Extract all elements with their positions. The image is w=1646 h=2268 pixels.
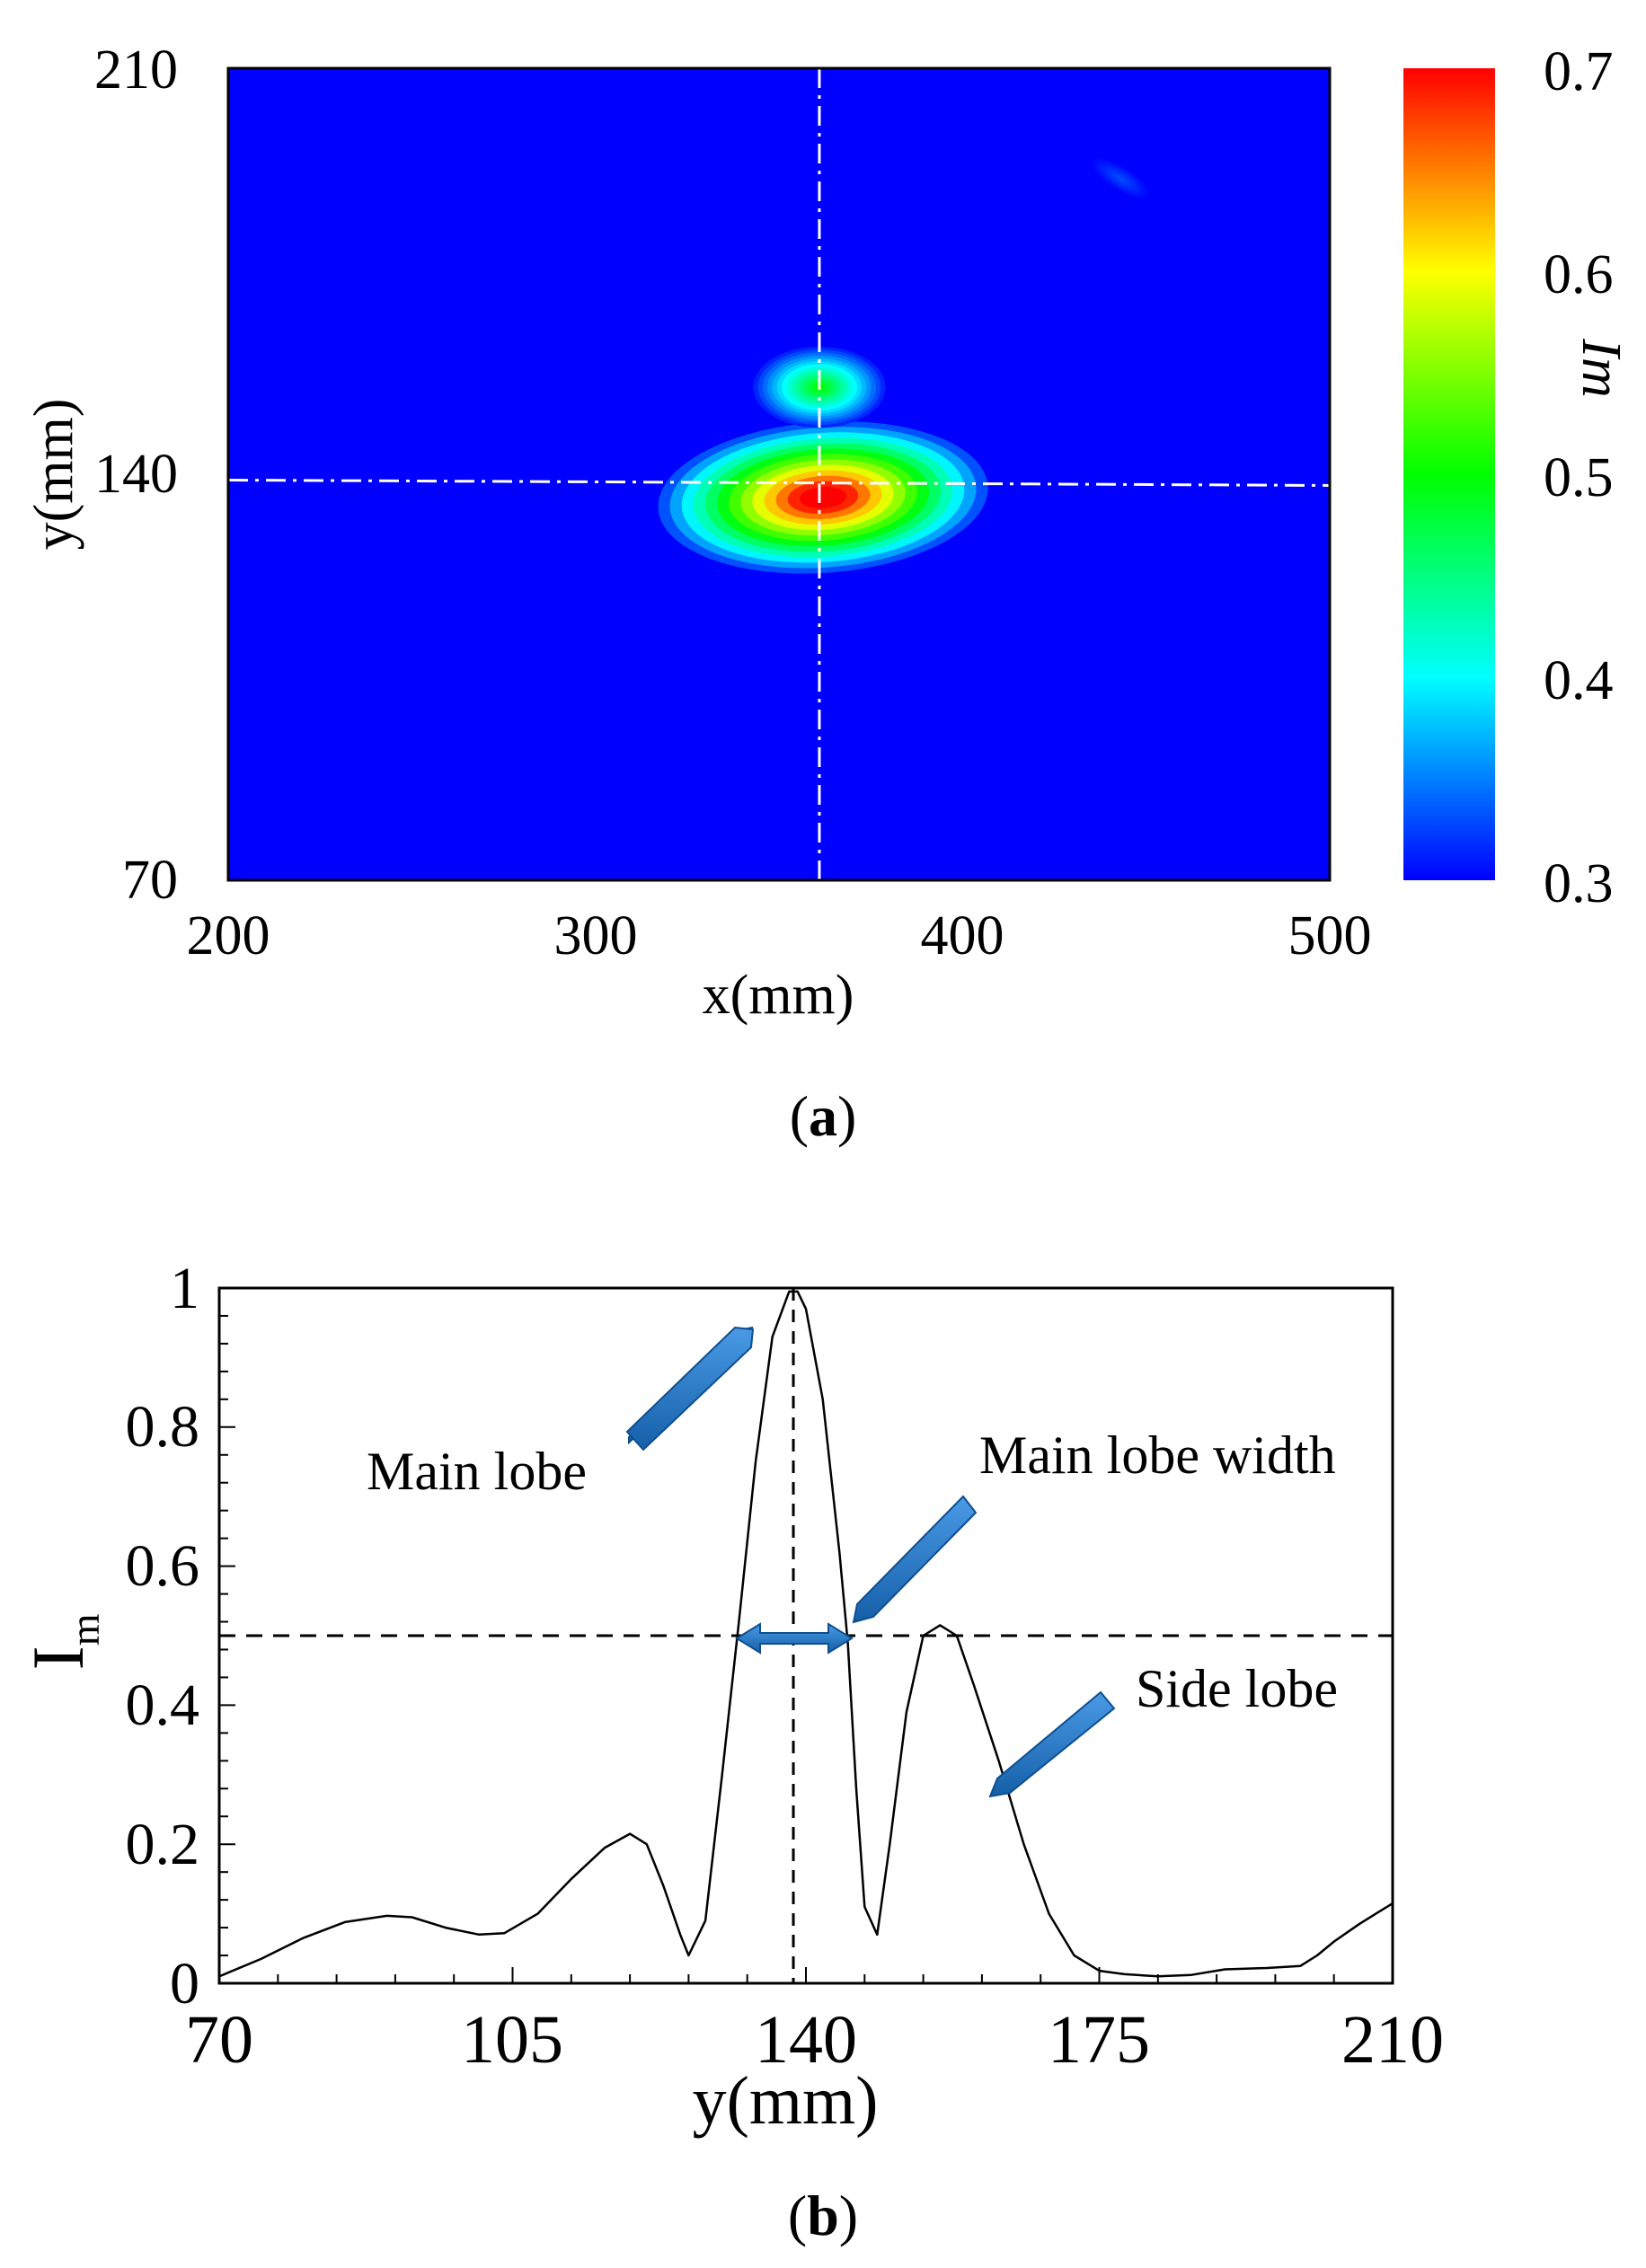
minor-ticks (218, 1287, 1394, 1984)
x-tick-label-a: 200 (187, 905, 270, 966)
colorbar-tick-label: 0.5 (1544, 447, 1614, 508)
main-lobe-arrow-body (625, 1326, 755, 1452)
y-tick-label-b: 0.4 (126, 1672, 200, 1738)
crosshair-horizontal (227, 478, 1331, 487)
colorbar-tick-label: 0.6 (1544, 244, 1614, 305)
side-lobe-arrow (988, 1690, 1116, 1798)
y-tick-label-a: 210 (94, 40, 178, 101)
colorbar-gradient (1403, 68, 1495, 880)
line-y-ticks: 0 0.2 0.4 0.6 0.8 1 (126, 1256, 200, 2016)
colorbar-tick-label: 0.7 (1544, 41, 1614, 102)
colorbar-tick-label: 0.3 (1544, 853, 1614, 914)
heatmap-contour (1118, 177, 1123, 181)
annotation-arrows (625, 1326, 1116, 1798)
main-lobe-width-arrow (852, 1495, 978, 1624)
series-line-im (219, 1290, 1393, 1978)
colorbar-label: Im (1571, 338, 1632, 397)
annotation-side-lobe: Side lobe (1136, 1659, 1338, 1718)
line-y-axis-label: Im (17, 1613, 108, 1670)
x-tick-label-a: 500 (1288, 905, 1372, 966)
x-tick-label-b: 210 (1341, 2002, 1444, 2078)
x-tick-label-b: 140 (755, 2002, 857, 2078)
colorbar-tick-label: 0.4 (1544, 650, 1614, 711)
heatmap-hotspots (658, 158, 1149, 574)
y-tick-label-a: 140 (94, 444, 178, 505)
x-tick-label-a: 300 (554, 905, 638, 966)
heatmap-panel: 200 300 400 500 70 140 210 x(mm) y(mm) 0… (23, 40, 1632, 1148)
heatmap-contour (810, 491, 836, 503)
panel-caption-b: (b) (788, 2184, 858, 2247)
heatmap-x-axis-label: x(mm) (703, 965, 854, 1026)
colorbar: 0.7 0.6 0.5 0.4 0.3 Im (1403, 41, 1632, 914)
heatmap-y-axis-label: y(mm) (23, 399, 84, 551)
x-tick-label-b: 175 (1048, 2002, 1150, 2078)
panel-caption-a: (a) (790, 1084, 857, 1148)
y-tick-label-b: 0.6 (126, 1533, 200, 1599)
y-tick-label-a: 70 (122, 850, 178, 911)
y-tick-label-b: 0 (170, 1951, 199, 2016)
annotation-main-lobe-width: Main lobe width (979, 1425, 1336, 1485)
annotation-main-lobe: Main lobe (367, 1442, 587, 1501)
line-x-ticks: 70 105 140 175 210 (185, 2002, 1444, 2078)
x-tick-label-a: 400 (921, 905, 1004, 966)
double-arrow (735, 1622, 854, 1655)
heatmap-frame (226, 66, 1332, 882)
heatmap-x-ticks: 200 300 400 500 (187, 905, 1372, 966)
crosshair-lines (227, 68, 1331, 880)
x-tick-label-b: 70 (185, 2002, 253, 2078)
y-tick-label-b: 1 (170, 1256, 199, 1321)
line-x-axis-label: y(mm) (693, 2063, 879, 2139)
y-tick-label-b: 0.8 (126, 1394, 200, 1460)
y-tick-label-b: 0.2 (126, 1812, 200, 1877)
x-tick-label-b: 105 (461, 2002, 563, 2078)
heatmap-y-ticks: 70 140 210 (94, 40, 178, 911)
line-panel: 70 105 140 175 210 0 0.2 0.4 0.6 0.8 1 y… (17, 1256, 1444, 2247)
